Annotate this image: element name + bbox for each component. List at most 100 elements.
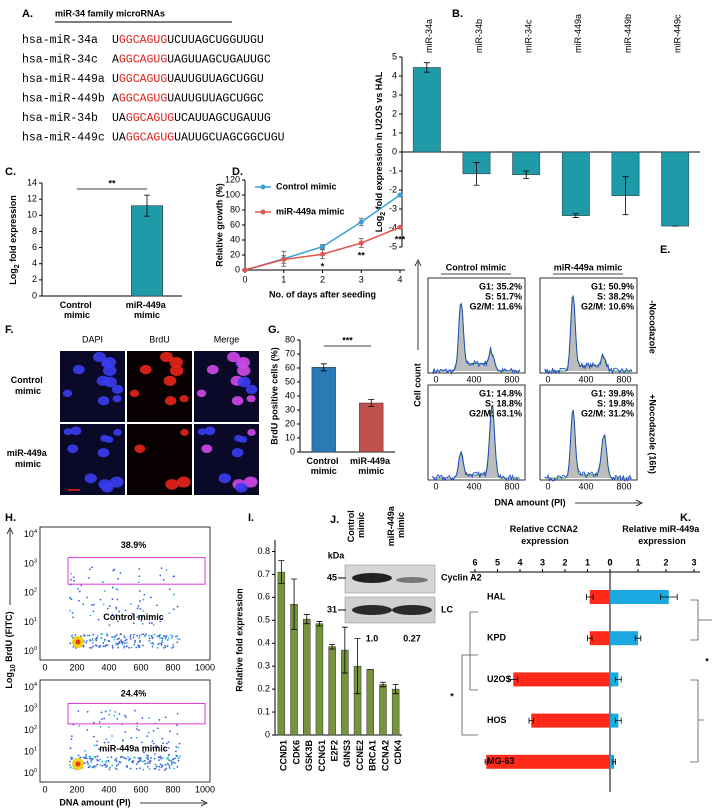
category-label: CCNA2 [380,740,390,771]
panel-label: K. [680,512,691,524]
event [115,757,118,760]
y-tick-label: 0 [235,264,240,274]
event [137,757,140,759]
event [124,642,126,645]
nucleus [97,396,110,406]
y-tick-base: 10 [24,768,34,778]
nucleus [84,473,97,484]
panel-label: D. [232,166,243,178]
event [114,767,117,770]
event [72,576,75,579]
category-label: Control mimic [307,456,342,476]
event [126,641,128,644]
event [145,633,147,636]
nucleus [236,356,251,368]
event [121,642,124,644]
y-tick-exp: 2 [34,725,37,731]
y-tick-label: 0.1 [257,706,270,716]
y-axis-label: Relative fold expression [234,588,244,692]
error-bar [615,717,622,724]
event [117,577,120,580]
event [158,768,161,771]
sequence-seed: GGCAGUG [119,34,167,47]
significance: * [705,656,709,666]
y-tick-label: 103 [24,559,37,569]
nucleus [176,476,191,488]
event [173,767,176,770]
event [138,637,141,639]
event [106,634,109,637]
sequence: UAGGCAGUGUCAUUAGCUGAUUG [112,112,271,125]
nucleus [179,395,189,403]
event [172,575,175,578]
category-label: miR-34a [424,19,434,53]
category-label: Control mimic [60,300,95,320]
x-tick-label: 4 [397,274,402,284]
event [88,764,91,767]
event [114,759,116,761]
y-tick-label: 101 [24,617,37,627]
error-bar [473,162,480,186]
y-axis-label-part: fold expression [8,195,18,264]
significance: ** [358,250,366,260]
phase-stat: G2/M: 10.6% [581,301,634,311]
x-tick-label: 400 [101,662,116,672]
error-bar [320,363,327,372]
event [98,720,101,723]
event [157,756,160,759]
event [156,646,159,649]
event [150,757,152,759]
event [168,612,171,615]
legend-label: Control mimic [276,181,337,191]
sequence: AGGCAGUGUAUUGUUAGCUGGC [112,93,264,106]
event [176,635,179,637]
error-bar [484,758,488,765]
x-tick-label: 3 [359,274,364,284]
category-label: miR-449a mimic [350,456,393,476]
significance: ** [108,178,116,188]
histogram-fit [433,303,520,372]
histogram-data [544,296,633,375]
event [84,749,87,752]
event [115,760,118,763]
y-tick-base: 10 [24,725,34,735]
event [115,764,118,767]
event [116,644,119,646]
event [139,608,142,610]
event [147,758,149,761]
event [93,603,95,606]
event [138,729,140,732]
event [111,636,113,638]
event [142,760,144,763]
event [176,765,179,768]
event [123,714,126,717]
sequence-name: hsa-miR-449a [22,73,105,86]
x-tick-label: 0 [545,374,550,384]
sequence-pre: U [112,34,119,47]
event [171,761,174,764]
bar [311,367,336,453]
event [136,607,139,610]
event [115,633,118,636]
y-tick-label: 0.7 [257,569,270,579]
nucleus [169,356,184,368]
point [397,192,403,198]
bar [359,402,384,453]
category-label: CCNG1 [317,740,327,772]
nucleus [201,444,213,454]
y-tick-label: 0.5 [257,615,270,625]
nucleus [62,389,73,398]
x-axis-label: DNA amount (PI) [59,797,130,807]
event [74,634,77,637]
event [83,635,86,637]
nucleus [109,476,124,488]
event [91,766,94,769]
category-label: GINS3 [342,740,352,767]
error-bar [291,578,298,630]
x-axis-label: No. of days after seeding [269,289,376,299]
nucleus [245,384,258,395]
y-tick-base: 10 [24,617,34,627]
phase-stat: G1: 39.8% [591,388,634,398]
event [70,578,72,581]
y-tick-label: 3 [392,89,397,99]
